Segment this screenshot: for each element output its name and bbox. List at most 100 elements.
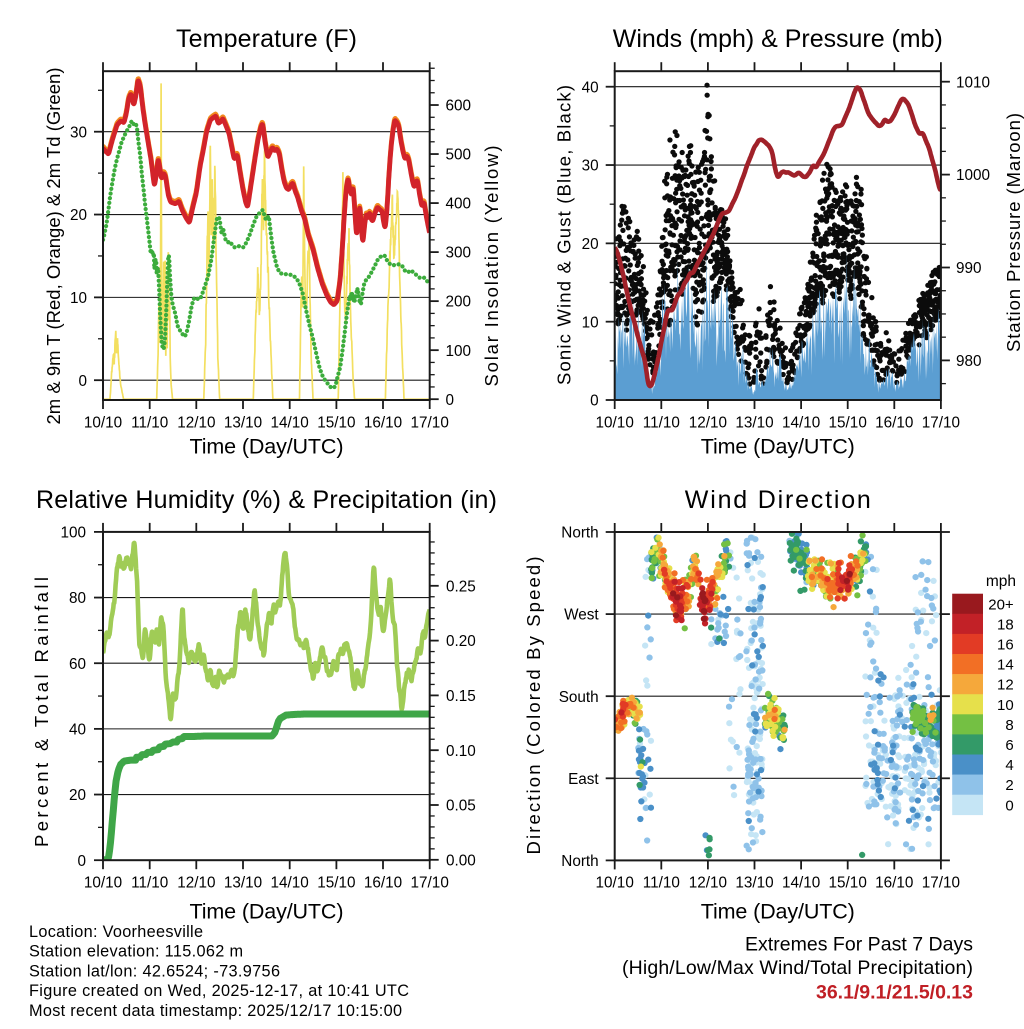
- svg-text:Station Pressure (Maroon): Station Pressure (Maroon): [1003, 113, 1024, 352]
- svg-text:(High/Low/Max Wind/Total Preci: (High/Low/Max Wind/Total Precipitation): [622, 957, 973, 979]
- svg-text:12/10: 12/10: [689, 875, 727, 892]
- svg-text:16/10: 16/10: [364, 415, 402, 432]
- svg-text:Figure created on Wed, 2025-12: Figure created on Wed, 2025-12-17, at 10…: [29, 982, 409, 1000]
- svg-text:0.00: 0.00: [446, 852, 476, 869]
- svg-text:14/10: 14/10: [782, 415, 820, 432]
- svg-text:Time (Day/UTC): Time (Day/UTC): [701, 900, 855, 924]
- svg-text:60: 60: [69, 656, 86, 673]
- svg-text:13/10: 13/10: [224, 875, 262, 892]
- svg-text:100: 100: [60, 525, 86, 542]
- svg-text:0.05: 0.05: [446, 798, 476, 815]
- svg-text:15/10: 15/10: [829, 415, 867, 432]
- svg-text:Winds (mph) & Pressure (mb): Winds (mph) & Pressure (mb): [613, 25, 943, 53]
- svg-text:80: 80: [69, 590, 86, 607]
- svg-text:980: 980: [956, 353, 982, 370]
- svg-text:0.10: 0.10: [446, 743, 476, 760]
- svg-text:Time (Day/UTC): Time (Day/UTC): [701, 435, 855, 459]
- svg-text:40: 40: [582, 79, 599, 96]
- svg-text:11/10: 11/10: [643, 415, 680, 432]
- svg-text:Most recent data timestamp: 20: Most recent data timestamp: 2025/12/17 1…: [29, 1002, 402, 1020]
- svg-text:500: 500: [446, 147, 472, 164]
- svg-text:200: 200: [446, 294, 472, 311]
- svg-text:Wind Direction: Wind Direction: [685, 486, 871, 514]
- svg-text:20: 20: [69, 787, 86, 804]
- svg-text:300: 300: [446, 245, 472, 262]
- svg-text:30: 30: [70, 124, 87, 141]
- svg-text:600: 600: [446, 98, 472, 115]
- svg-text:8: 8: [1005, 717, 1013, 734]
- svg-text:20+: 20+: [988, 596, 1014, 613]
- svg-text:14/10: 14/10: [782, 875, 820, 892]
- svg-text:Time (Day/UTC): Time (Day/UTC): [190, 900, 344, 924]
- svg-text:Direction (Colored By Speed): Direction (Colored By Speed): [523, 557, 544, 855]
- svg-text:11/10: 11/10: [131, 415, 168, 432]
- svg-text:Time (Day/UTC): Time (Day/UTC): [190, 435, 344, 459]
- svg-text:10: 10: [997, 697, 1014, 714]
- svg-text:South: South: [559, 689, 599, 706]
- svg-text:30: 30: [582, 158, 599, 175]
- svg-text:Percent & Total Rainfall: Percent & Total Rainfall: [31, 577, 52, 847]
- svg-text:0: 0: [77, 853, 86, 870]
- svg-text:17/10: 17/10: [922, 875, 960, 892]
- svg-text:Sonic Wind & Gust (Blue, Black: Sonic Wind & Gust (Blue, Black): [554, 85, 575, 385]
- svg-text:1000: 1000: [956, 167, 990, 184]
- svg-text:Relative Humidity (%) & Precip: Relative Humidity (%) & Precipitation (i…: [36, 486, 497, 514]
- svg-text:2m & 9m T (Red, Orange) & 2m T: 2m & 9m T (Red, Orange) & 2m Td (Green): [43, 68, 64, 425]
- svg-text:18: 18: [997, 616, 1014, 633]
- svg-text:990: 990: [956, 260, 982, 277]
- svg-text:400: 400: [446, 196, 472, 213]
- svg-text:11/10: 11/10: [643, 875, 680, 892]
- svg-text:20: 20: [582, 236, 599, 253]
- svg-text:10: 10: [70, 290, 87, 307]
- svg-text:11/10: 11/10: [131, 875, 168, 892]
- svg-text:mph: mph: [986, 573, 1016, 590]
- svg-text:East: East: [568, 771, 599, 788]
- svg-text:Station elevation: 115.062 m: Station elevation: 115.062 m: [29, 943, 243, 961]
- svg-text:0.25: 0.25: [446, 578, 476, 595]
- svg-text:Solar Insolation (Yellow): Solar Insolation (Yellow): [481, 146, 502, 387]
- svg-text:17/10: 17/10: [411, 875, 449, 892]
- svg-text:2: 2: [1005, 777, 1013, 794]
- svg-text:16/10: 16/10: [875, 415, 913, 432]
- svg-text:17/10: 17/10: [922, 415, 960, 432]
- svg-text:10/10: 10/10: [84, 415, 122, 432]
- svg-text:16: 16: [997, 636, 1014, 653]
- svg-text:100: 100: [446, 343, 472, 360]
- svg-text:14/10: 14/10: [271, 415, 309, 432]
- svg-text:13/10: 13/10: [735, 875, 773, 892]
- svg-text:10/10: 10/10: [84, 875, 122, 892]
- svg-text:0.20: 0.20: [446, 633, 476, 650]
- svg-text:Location: Voorheesville: Location: Voorheesville: [29, 923, 203, 941]
- svg-text:4: 4: [1005, 757, 1013, 774]
- svg-text:14/10: 14/10: [271, 875, 309, 892]
- svg-text:Extremes For Past 7 Days: Extremes For Past 7 Days: [745, 934, 973, 956]
- svg-text:12/10: 12/10: [177, 415, 215, 432]
- svg-text:12/10: 12/10: [177, 875, 215, 892]
- svg-text:Station lat/lon: 42.6524; -73.: Station lat/lon: 42.6524; -73.9756: [29, 962, 280, 980]
- svg-text:12/10: 12/10: [689, 415, 727, 432]
- svg-text:15/10: 15/10: [317, 415, 355, 432]
- svg-text:West: West: [564, 607, 599, 624]
- svg-text:0: 0: [590, 393, 599, 410]
- svg-text:16/10: 16/10: [364, 875, 402, 892]
- svg-text:20: 20: [70, 207, 87, 224]
- svg-text:0.15: 0.15: [446, 688, 476, 705]
- svg-text:15/10: 15/10: [317, 875, 355, 892]
- svg-text:10/10: 10/10: [596, 875, 634, 892]
- svg-text:North: North: [561, 853, 598, 870]
- svg-text:15/10: 15/10: [829, 875, 867, 892]
- svg-text:36.1/9.1/21.5/0.13: 36.1/9.1/21.5/0.13: [816, 982, 973, 1004]
- svg-text:0: 0: [78, 373, 87, 390]
- svg-text:40: 40: [69, 721, 86, 738]
- svg-text:Temperature (F): Temperature (F): [176, 25, 357, 53]
- svg-text:13/10: 13/10: [224, 415, 262, 432]
- svg-text:6: 6: [1005, 737, 1013, 754]
- svg-text:13/10: 13/10: [735, 415, 773, 432]
- svg-text:10/10: 10/10: [596, 415, 634, 432]
- svg-text:0: 0: [446, 392, 455, 409]
- svg-text:17/10: 17/10: [411, 415, 449, 432]
- svg-text:10: 10: [582, 314, 599, 331]
- svg-text:North: North: [561, 525, 598, 542]
- svg-text:14: 14: [997, 657, 1014, 674]
- svg-text:0: 0: [1005, 797, 1013, 814]
